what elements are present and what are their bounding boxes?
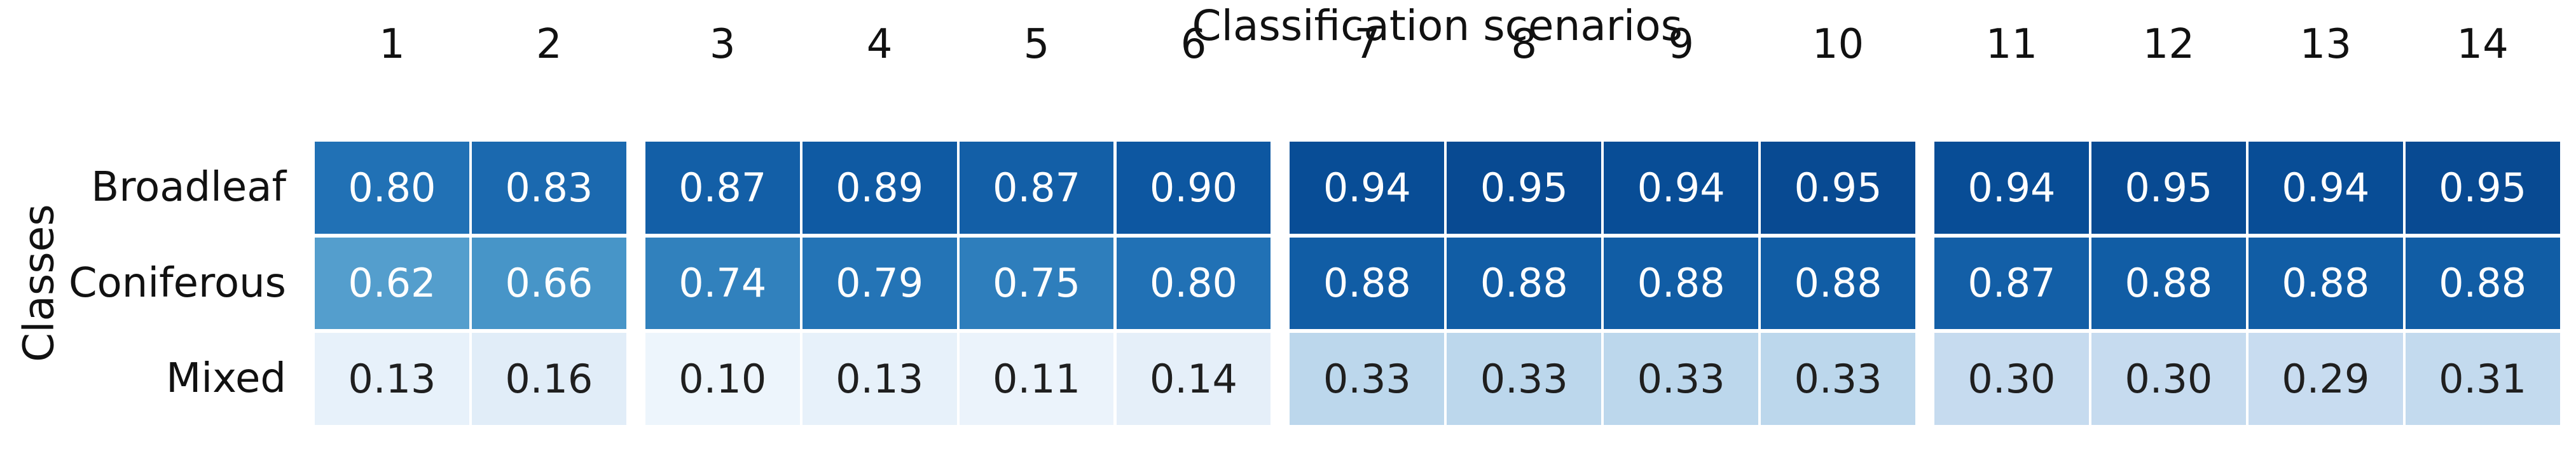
heatmap-cell: 0.66	[471, 237, 626, 330]
heatmap-cell: 0.88	[1604, 237, 1759, 330]
heatmap-cell: 0.94	[1290, 142, 1445, 234]
row-label: Coniferous	[68, 259, 286, 307]
column-header: 12	[2142, 21, 2195, 68]
heatmap-cell: 0.88	[2091, 237, 2246, 330]
column-header: 11	[1985, 21, 2038, 68]
heatmap-cell: 0.88	[1761, 237, 1915, 330]
heatmap-cell: 0.87	[959, 142, 1114, 234]
heatmap-cell: 0.94	[1604, 142, 1759, 234]
heatmap-cell: 0.13	[802, 333, 957, 425]
column-header: 13	[2299, 21, 2352, 68]
column-header: 10	[1812, 21, 1864, 68]
heatmap-cell: 0.33	[1604, 333, 1759, 425]
heatmap-cell: 0.88	[1447, 237, 1602, 330]
heatmap-cell: 0.33	[1290, 333, 1445, 425]
heatmap-cell: 0.83	[471, 142, 626, 234]
heatmap-cell: 0.80	[315, 142, 469, 234]
heatmap-cell: 0.10	[645, 333, 800, 425]
column-header: 2	[535, 21, 562, 68]
heatmap-cell: 0.75	[959, 237, 1114, 330]
heatmap-cell: 0.33	[1447, 333, 1602, 425]
column-header: 6	[1180, 21, 1207, 68]
heatmap-cell: 0.16	[471, 333, 626, 425]
heatmap-cell: 0.95	[1761, 142, 1915, 234]
column-header: 14	[2456, 21, 2509, 68]
heatmap-cell: 0.87	[645, 142, 800, 234]
heatmap-cell: 0.11	[959, 333, 1114, 425]
heatmap-cell: 0.94	[1934, 142, 2089, 234]
heatmap-cell: 0.80	[1116, 237, 1271, 330]
row-label: Mixed	[166, 355, 286, 403]
column-header: 7	[1354, 21, 1381, 68]
heatmap-cell: 0.95	[2091, 142, 2246, 234]
heatmap-cell: 0.79	[802, 237, 957, 330]
heatmap-cell: 0.88	[2248, 237, 2403, 330]
column-header: 9	[1668, 21, 1694, 68]
column-header: 4	[866, 21, 893, 68]
heatmap-cell: 0.88	[2405, 237, 2560, 330]
heatmap-cell: 0.62	[315, 237, 469, 330]
heatmap-cell: 0.88	[1290, 237, 1445, 330]
heatmap-cell: 0.13	[315, 333, 469, 425]
heatmap-cell: 0.90	[1116, 142, 1271, 234]
column-header: 1	[379, 21, 405, 68]
heatmap-cell: 0.95	[2405, 142, 2560, 234]
heatmap-cell: 0.94	[2248, 142, 2403, 234]
heatmap-cell: 0.30	[2091, 333, 2246, 425]
heatmap-cell: 0.33	[1761, 333, 1915, 425]
chart-title: Classification scenarios	[1192, 1, 1683, 50]
heatmap-cell: 0.14	[1116, 333, 1271, 425]
heatmap-cell: 0.29	[2248, 333, 2403, 425]
heatmap-cell: 0.95	[1447, 142, 1602, 234]
row-label: Broadleaf	[91, 164, 286, 211]
column-header: 8	[1511, 21, 1538, 68]
heatmap-cell: 0.30	[1934, 333, 2089, 425]
column-header: 5	[1023, 21, 1050, 68]
heatmap-cell: 0.87	[1934, 237, 2089, 330]
heatmap-cell: 0.31	[2405, 333, 2560, 425]
column-header: 3	[709, 21, 736, 68]
heatmap-cell: 0.89	[802, 142, 957, 234]
heatmap-cell: 0.74	[645, 237, 800, 330]
